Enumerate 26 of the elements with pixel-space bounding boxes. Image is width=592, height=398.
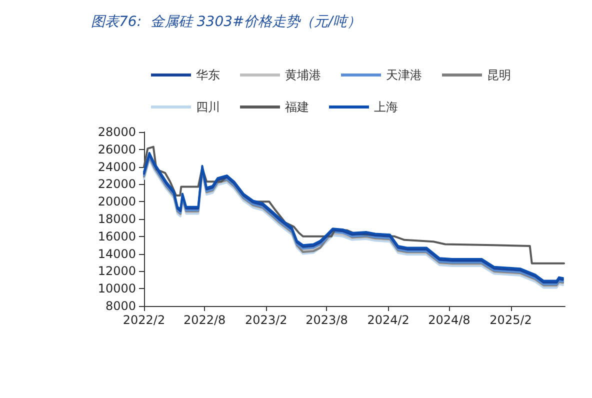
y-tick-label: 24000 bbox=[98, 160, 136, 174]
x-tick-label: 2023/8 bbox=[306, 313, 348, 327]
legend-label: 华东 bbox=[196, 68, 220, 82]
legend-label: 福建 bbox=[285, 100, 309, 114]
x-tick-label: 2022/2 bbox=[122, 313, 166, 327]
chart-title: 图表76: 金属硅 3303#价格走势（元/吨） bbox=[91, 14, 361, 30]
y-tick-label: 18000 bbox=[98, 212, 136, 226]
x-tick-label: 2024/2 bbox=[367, 313, 410, 327]
y-tick-label: 16000 bbox=[98, 229, 136, 244]
legend-label: 四川 bbox=[196, 100, 220, 114]
y-tick-label: 20000 bbox=[98, 194, 136, 209]
y-tick-label: 14000 bbox=[98, 246, 136, 261]
y-tick-label: 12000 bbox=[98, 264, 136, 278]
y-tick-label: 10000 bbox=[98, 282, 136, 296]
x-tick-label: 2025/2 bbox=[490, 313, 532, 327]
legend-label: 黄埔港 bbox=[285, 68, 321, 82]
y-tick-label: 26000 bbox=[98, 142, 136, 156]
y-tick-label: 22000 bbox=[98, 177, 136, 192]
y-tick-label: 28000 bbox=[98, 125, 136, 139]
legend-label: 昆明 bbox=[487, 68, 511, 82]
x-tick-label: 2024/8 bbox=[428, 313, 470, 327]
legend-label: 天津港 bbox=[386, 68, 422, 82]
legend-label: 上海 bbox=[374, 100, 398, 114]
x-tick-label: 2022/8 bbox=[183, 313, 226, 327]
x-tick-label: 2023/2 bbox=[245, 313, 288, 327]
y-tick-label: 8000 bbox=[105, 299, 136, 313]
